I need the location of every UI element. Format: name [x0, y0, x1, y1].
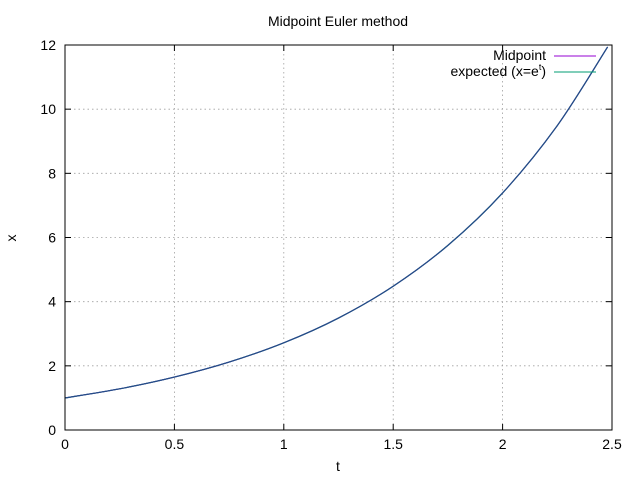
- y-tick-label: 2: [48, 358, 56, 374]
- x-tick-label: 0: [61, 436, 69, 452]
- ticks: 0 0.5 1 1.5 2 2.5 0 2 4 6 8 10 12: [40, 37, 622, 452]
- legend-label-midpoint: Midpoint: [493, 47, 546, 63]
- x-tick-label: 2: [499, 436, 507, 452]
- grid: [65, 45, 612, 430]
- chart-title: Midpoint Euler method: [268, 13, 408, 29]
- x-tick-label: 1: [280, 436, 288, 452]
- legend-label-expected-prefix: expected (x=e: [450, 63, 539, 79]
- x-tick-label: 1.5: [383, 436, 403, 452]
- y-tick-label: 4: [48, 294, 56, 310]
- legend-label-expected-sup: t: [539, 62, 542, 72]
- series-line-midpoint: [64, 46, 609, 399]
- x-axis-label: t: [336, 458, 340, 474]
- series-overlap-line: [64, 46, 609, 399]
- legend-label-expected-suffix: ): [541, 63, 546, 79]
- y-tick-label: 8: [48, 165, 56, 181]
- y-tick-label: 0: [48, 422, 56, 438]
- y-tick-label: 10: [40, 101, 56, 117]
- legend: Midpoint expected (x=et): [450, 47, 596, 79]
- x-tick-label: 2.5: [602, 436, 622, 452]
- y-tick-label: 6: [48, 230, 56, 246]
- y-axis-label: x: [3, 235, 19, 242]
- series-line-expected: [64, 46, 609, 399]
- y-tick-label: 12: [40, 37, 56, 53]
- legend-label-expected: expected (x=et): [450, 62, 546, 79]
- series-layer: [64, 46, 609, 399]
- x-tick-label: 0.5: [165, 436, 185, 452]
